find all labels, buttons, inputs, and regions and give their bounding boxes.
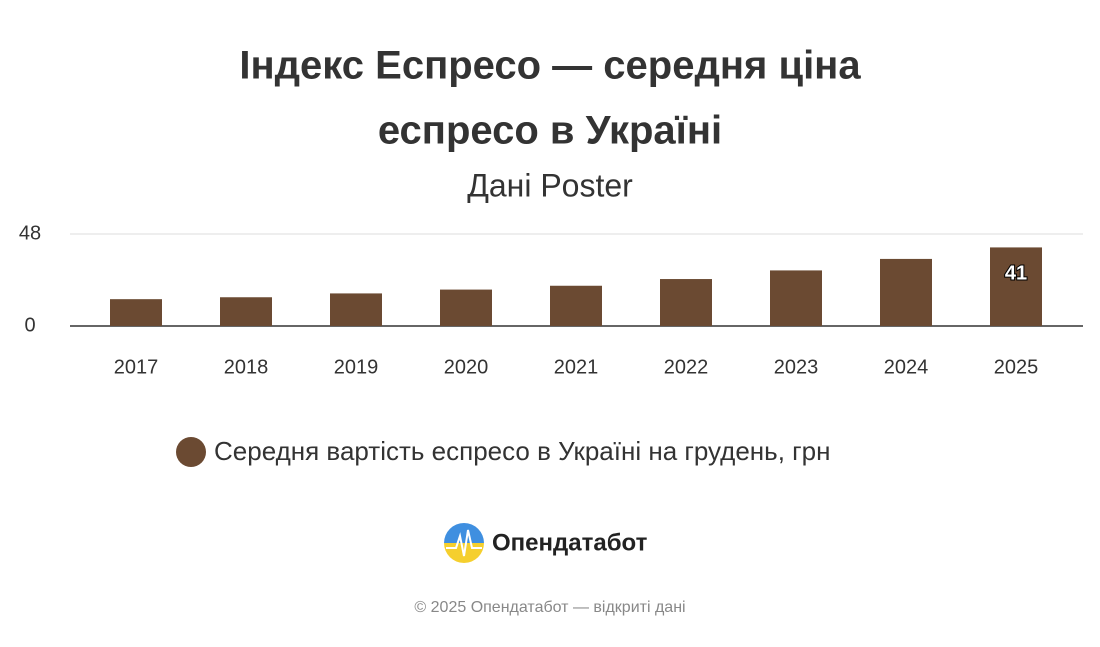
bar bbox=[220, 297, 272, 326]
data-label: 41 bbox=[1005, 263, 1027, 285]
bar bbox=[440, 289, 492, 326]
y-tick-label: 0 bbox=[24, 314, 35, 336]
copyright: © 2025 Опендатабот — відкриті дані bbox=[414, 599, 685, 616]
bar bbox=[660, 279, 712, 326]
x-tick-label: 2022 bbox=[664, 356, 709, 378]
bar bbox=[990, 247, 1042, 326]
legend-swatch bbox=[176, 437, 206, 467]
x-tick-label: 2023 bbox=[774, 356, 819, 378]
bar bbox=[110, 299, 162, 326]
x-tick-label: 2021 bbox=[554, 356, 599, 378]
legend-label: Середня вартість еспресо в Україні на гр… bbox=[214, 436, 830, 466]
bar bbox=[330, 293, 382, 326]
logo-icon bbox=[444, 523, 484, 563]
chart-title: Індекс Еспресо — середня ціна bbox=[239, 44, 861, 88]
x-tick-label: 2020 bbox=[444, 356, 489, 378]
y-tick-label: 48 bbox=[19, 222, 41, 244]
bar bbox=[550, 285, 602, 326]
chart-subtitle: Дані Poster bbox=[467, 167, 633, 203]
chart-title: еспресо в Україні bbox=[378, 109, 722, 153]
bar bbox=[770, 270, 822, 326]
bar bbox=[880, 258, 932, 326]
x-tick-label: 2018 bbox=[224, 356, 269, 378]
logo-pulse bbox=[446, 529, 482, 557]
x-tick-label: 2017 bbox=[114, 356, 159, 378]
x-tick-label: 2019 bbox=[334, 356, 379, 378]
x-tick-label: 2024 bbox=[884, 356, 929, 378]
brand: Опендатабот bbox=[492, 529, 648, 556]
x-tick-label: 2025 bbox=[994, 356, 1039, 378]
